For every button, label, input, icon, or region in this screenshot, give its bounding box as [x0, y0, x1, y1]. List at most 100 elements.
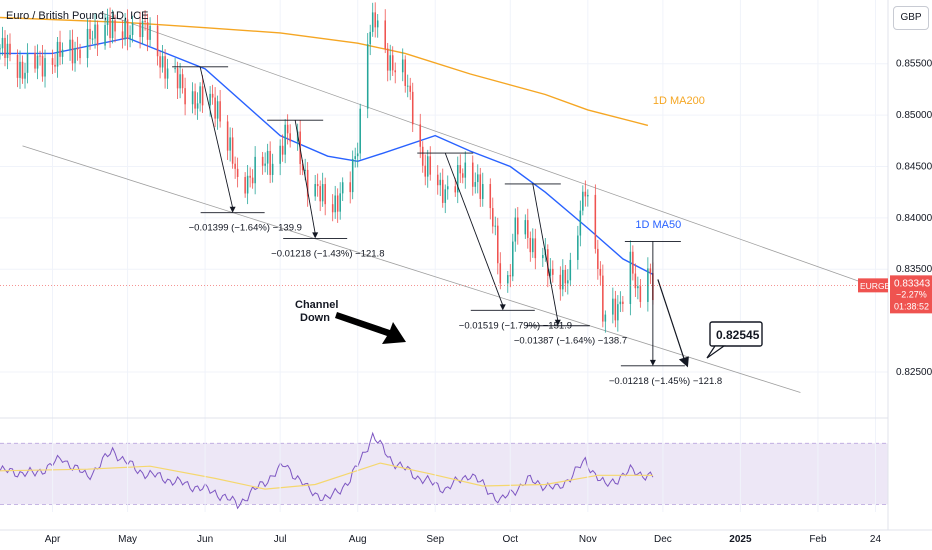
channel-lines [22, 11, 884, 393]
candle-body [39, 55, 41, 57]
candle-body [617, 304, 619, 321]
candle-body [196, 103, 199, 109]
candle-body [271, 163, 274, 175]
candle-body [584, 191, 587, 197]
time-tick-label: 24 [870, 534, 882, 545]
candle-body [647, 268, 649, 302]
candle-body [109, 16, 111, 39]
candle-body [96, 24, 99, 46]
time-tick-label: Jul [274, 534, 287, 545]
candle-body [411, 91, 414, 125]
candle-body [499, 263, 502, 284]
candle-body [366, 44, 369, 109]
candle-body [394, 70, 396, 73]
candle-body [281, 145, 284, 155]
time-tick-label: May [118, 534, 137, 545]
move-label: −0.01387 (−1.64%) −138.7 [514, 336, 627, 347]
candle-body [336, 195, 339, 212]
candle-body [69, 39, 71, 50]
candle-body [421, 146, 424, 166]
candle-body [319, 186, 321, 202]
candle-body [614, 298, 617, 321]
candle-body [494, 225, 497, 227]
annotations: −0.01399 (−1.64%) −139.9 −0.01218 (−1.43%… [172, 66, 763, 387]
candle-body [559, 274, 562, 290]
candle-body [301, 164, 304, 171]
candle-body [24, 72, 26, 79]
candle-body [106, 16, 109, 26]
candle-body [0, 48, 1, 50]
candle-body [441, 179, 444, 203]
candle-body [439, 179, 442, 186]
candle-body [527, 220, 529, 238]
candle-body [131, 22, 134, 35]
candle-body [16, 54, 19, 78]
candle-body [564, 269, 567, 284]
candle-body [34, 52, 36, 69]
candle-body [409, 85, 412, 92]
move-arrow-head [229, 206, 236, 213]
candle-body [114, 20, 116, 32]
price-tag-value: 0.83343 [894, 278, 931, 289]
candle-body [476, 174, 479, 183]
candle-body [481, 184, 484, 199]
candle-body [9, 43, 11, 55]
price-tick-label: 0.84500 [896, 161, 932, 172]
channel-label-line1: Channel [295, 299, 338, 311]
candle-body [444, 189, 447, 203]
time-tick-label: Apr [45, 534, 61, 545]
channel-line [99, 11, 884, 291]
candle-body [341, 182, 344, 194]
rsi-ma-line [0, 462, 653, 490]
candle-body [604, 314, 607, 322]
candle-body [549, 268, 552, 276]
candle-body [199, 86, 201, 104]
candle-body [216, 101, 219, 119]
move-arrow-head [554, 319, 561, 326]
candle-body [649, 268, 652, 274]
candle-body [602, 275, 604, 322]
time-tick-label: Dec [654, 534, 672, 545]
candle-body [19, 61, 21, 78]
candle-body [266, 150, 269, 164]
candle-body [26, 52, 29, 73]
candle-body [181, 74, 184, 89]
candle-body [71, 39, 74, 64]
candle-body [184, 88, 186, 105]
candle-body [211, 93, 214, 98]
candle-body [51, 58, 54, 65]
candle-body [594, 194, 597, 249]
candle-body [56, 41, 59, 67]
candle-body [334, 195, 336, 213]
candle-body [44, 58, 46, 77]
candle-body [279, 145, 281, 164]
time-tick-label: Feb [809, 534, 827, 545]
candle-body [464, 162, 467, 178]
move-label: −0.01399 (−1.64%) −139.9 [189, 223, 302, 234]
move-label: −0.01218 (−1.45%) −121.8 [609, 376, 722, 387]
candle-body [254, 156, 256, 184]
candle-body [577, 235, 579, 260]
currency-button[interactable]: GBP [893, 6, 929, 30]
candle-body [139, 22, 141, 38]
candle-body [562, 269, 564, 290]
candle-body [356, 153, 359, 157]
target-box-pointer [706, 345, 726, 359]
candle-body [404, 59, 407, 86]
candle-body [542, 255, 544, 259]
rsi-line [0, 431, 654, 510]
candle-body [629, 251, 632, 304]
candle-body [234, 163, 236, 169]
candle-body [74, 48, 76, 64]
candle-body [249, 175, 251, 178]
symbol-title: Euro / British Pound, 1D, ICE [6, 10, 149, 22]
candle-body [41, 55, 44, 77]
channel-arrow [335, 312, 406, 344]
candle-body [461, 173, 464, 178]
candle-body [371, 12, 374, 32]
candle-body [529, 237, 532, 253]
candle-body [251, 177, 254, 184]
candle-body [89, 28, 91, 39]
